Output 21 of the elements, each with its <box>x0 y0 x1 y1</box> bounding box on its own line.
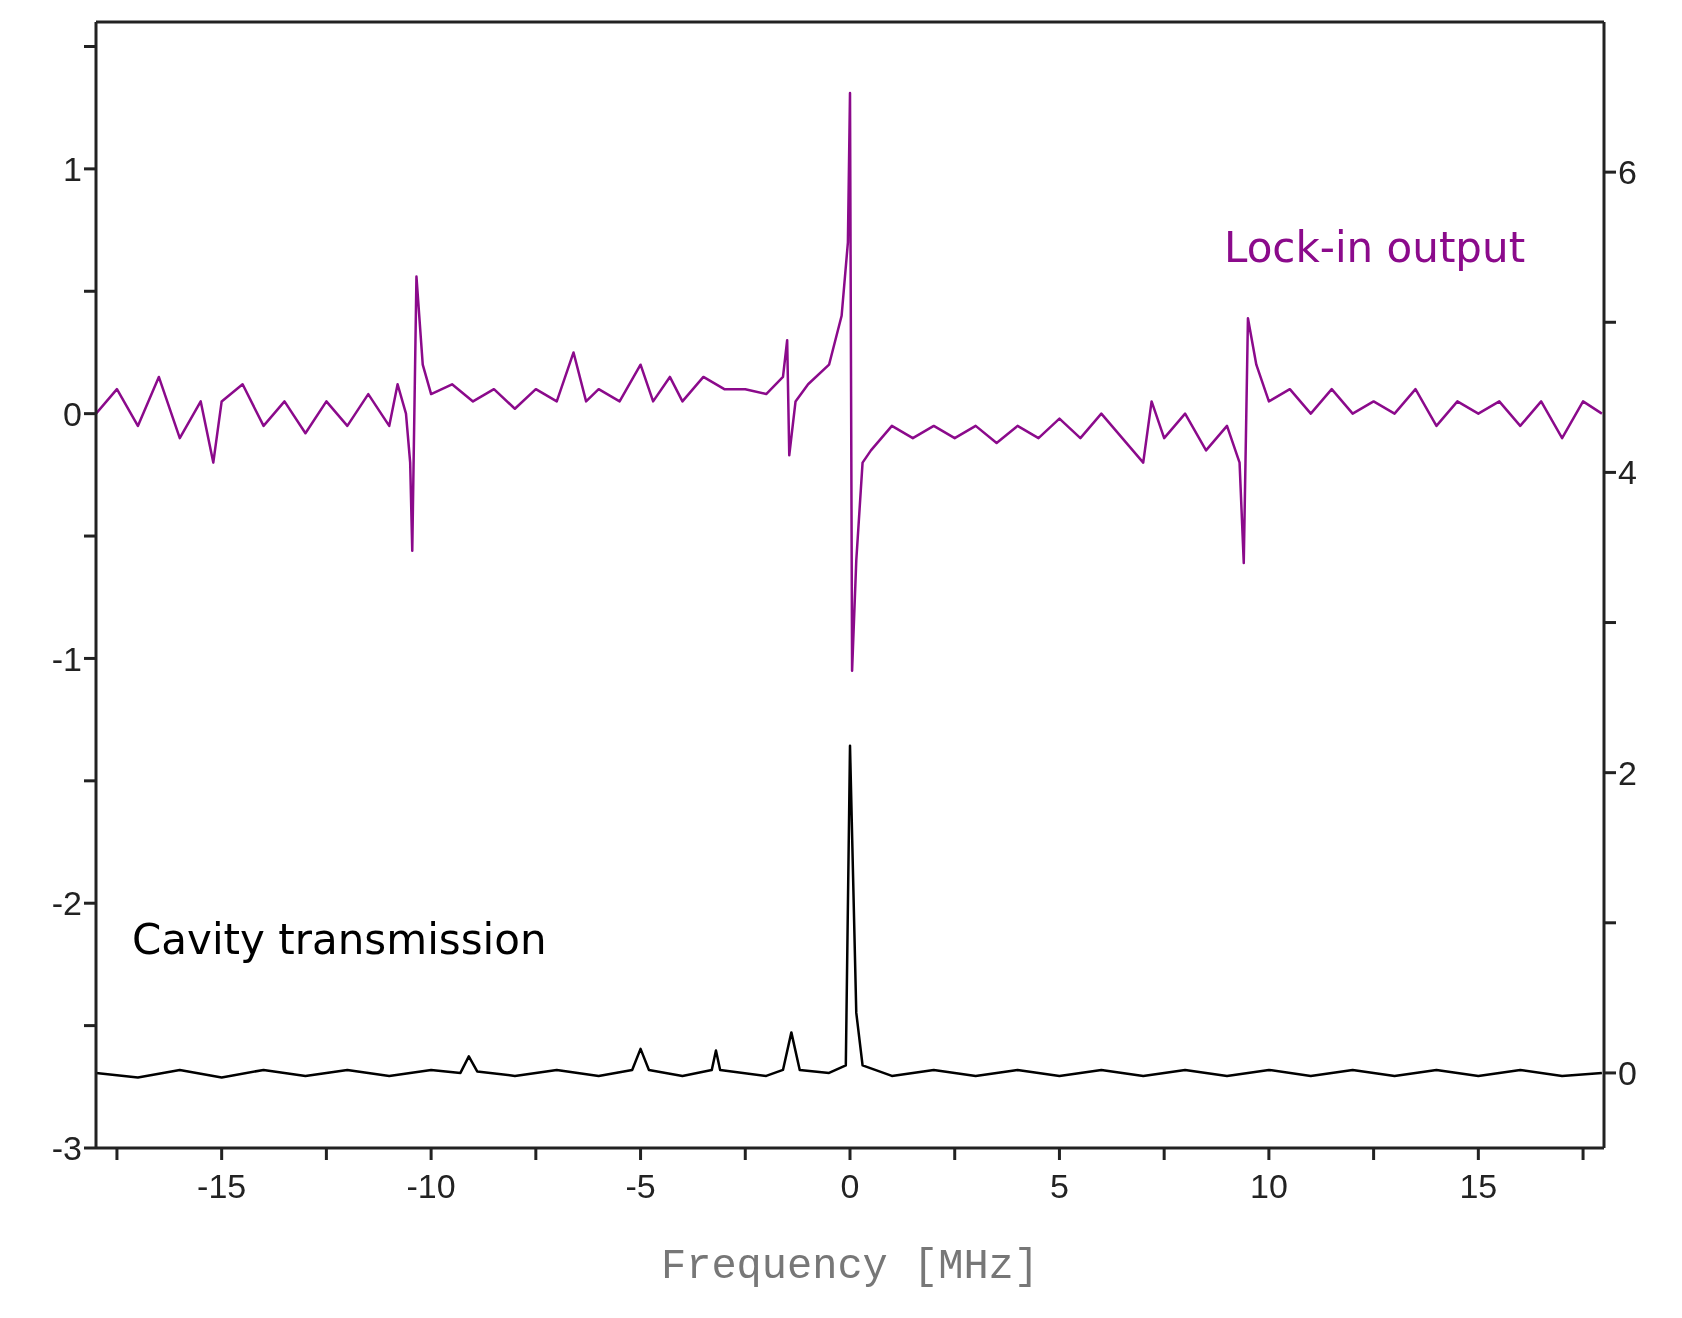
x-tick-label: -5 <box>625 1167 656 1206</box>
y2-tick-label: 0 <box>1618 1054 1637 1092</box>
line-series <box>96 91 1604 672</box>
y-tick-label: -1 <box>51 639 82 678</box>
x-tick-label: 0 <box>840 1167 860 1206</box>
y-tick-label: -3 <box>51 1129 82 1168</box>
y2-tick-label: 6 <box>1618 153 1637 192</box>
y2-tick-label: 4 <box>1618 453 1637 492</box>
x-tick-label: 15 <box>1459 1167 1498 1206</box>
y2-tick-label: 2 <box>1618 753 1637 792</box>
series-label: Lock-in output <box>1224 222 1526 272</box>
y-tick-label: 1 <box>63 149 82 188</box>
y-tick-label: -2 <box>51 884 82 923</box>
x-tick-label: 5 <box>1049 1167 1069 1206</box>
y-tick-label: 0 <box>63 394 82 433</box>
x-tick-label: -15 <box>197 1167 247 1206</box>
x-tick-label: 10 <box>1249 1167 1288 1206</box>
line-series <box>96 744 1604 1079</box>
text: Cavity transmission <box>132 914 547 964</box>
x-tick-label: -10 <box>406 1167 456 1206</box>
x-axis-title: Frequency [MHz] <box>660 1243 1040 1291</box>
